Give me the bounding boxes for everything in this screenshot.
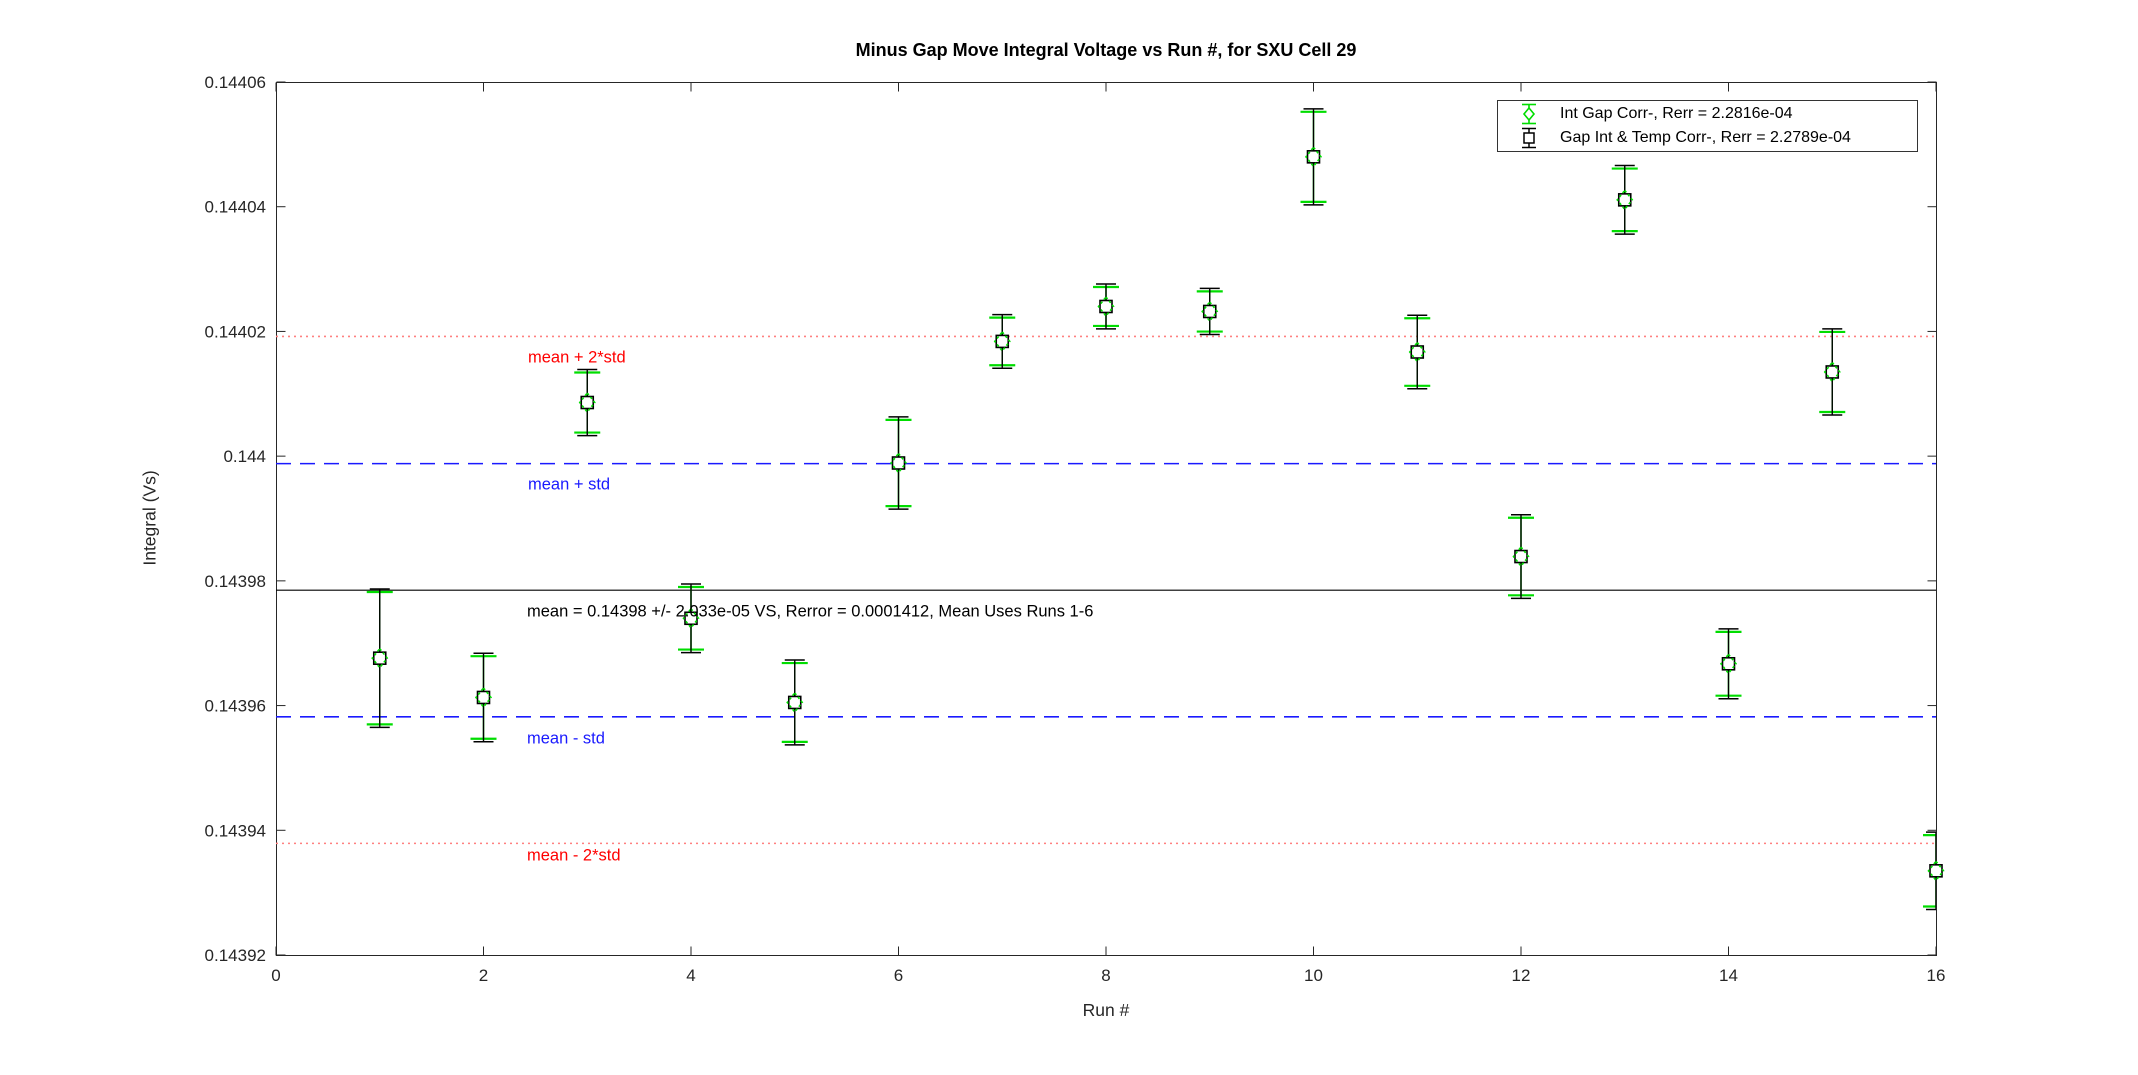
x-tick-label: 8 [1101, 966, 1110, 985]
error-bar-run-3 [574, 368, 601, 437]
error-bar-run-2 [470, 652, 497, 743]
reference-lines [276, 335, 1936, 845]
y-tick-label: 0.14392 [205, 946, 266, 965]
annotation-mean-minus-2std: mean - 2*std [527, 846, 621, 865]
errorbar-diamond-icon [1498, 102, 1560, 126]
x-tick-label: 10 [1304, 966, 1323, 985]
x-tick-label: 2 [479, 966, 488, 985]
marker-run-1 [371, 647, 389, 669]
marker-run-15 [1823, 361, 1841, 383]
annotation-mean-plus-2std: mean + 2*std [528, 348, 626, 367]
y-tick-label: 0.14396 [205, 697, 266, 716]
marker-run-14 [1719, 653, 1738, 675]
marker-run-9 [1201, 300, 1219, 323]
marker-run-13 [1616, 189, 1634, 211]
errorbar-square-icon [1498, 126, 1560, 150]
x-tick-label: 12 [1512, 966, 1531, 985]
chart-title: Minus Gap Move Integral Voltage vs Run #… [855, 40, 1357, 60]
y-tick-label: 0.144 [223, 447, 266, 466]
annotation-mean: mean = 0.14398 +/- 2.033e-05 VS, Rerror … [527, 602, 1094, 621]
y-tick-label: 0.14404 [205, 198, 266, 217]
y-tick-label: 0.14402 [205, 322, 266, 341]
y-tick-label: 0.14406 [205, 73, 266, 92]
x-tick-label: 4 [686, 966, 695, 985]
annotation-mean-minus-std: mean - std [527, 729, 605, 748]
axis-ticks: 0 2 4 6 8 10 12 14 16 0.14392 0.14394 0.14396 0.1439… [205, 73, 1946, 985]
error-bar-run-9 [1196, 287, 1223, 336]
legend-label: Int Gap Corr-, Rerr = 2.2816e-04 [1560, 105, 1793, 122]
x-tick-label: 6 [894, 966, 903, 985]
marker-run-5 [786, 691, 804, 714]
marker-run-7 [993, 330, 1011, 353]
marker-run-4 [682, 607, 700, 630]
marker-run-12 [1512, 545, 1530, 568]
x-tick-label: 16 [1927, 966, 1946, 985]
axes-box [276, 82, 1937, 956]
marker-run-11 [1408, 341, 1426, 363]
y-tick-label: 0.14398 [205, 572, 266, 591]
x-tick-label: 0 [271, 966, 280, 985]
error-bars [366, 108, 1936, 911]
x-axis-label: Run # [1082, 1000, 1130, 1020]
marker-run-10 [1304, 146, 1323, 168]
legend-label: Gap Int & Temp Corr-, Rerr = 2.2789e-04 [1560, 129, 1851, 146]
legend: Int Gap Corr-, Rerr = 2.2816e-04 Gap Int… [1497, 100, 1918, 152]
legend-item-int-gap-corr: Int Gap Corr-, Rerr = 2.2816e-04 [1498, 102, 1917, 126]
legend-item-gap-int-temp-corr: Gap Int & Temp Corr-, Rerr = 2.2789e-04 [1498, 126, 1917, 150]
error-bar-run-16 [1923, 831, 1936, 911]
marker-run-16 [1927, 860, 1945, 882]
marker-run-2 [474, 686, 493, 709]
annotation-mean-plus-std: mean + std [528, 475, 611, 494]
marker-run-8 [1097, 295, 1115, 318]
marker-run-6 [889, 452, 908, 474]
x-tick-label: 14 [1719, 966, 1738, 985]
marker-run-3 [578, 391, 596, 414]
y-tick-label: 0.14394 [205, 821, 266, 840]
data-markers [371, 146, 1945, 882]
y-axis-label: Integral (Vs) [139, 470, 160, 566]
